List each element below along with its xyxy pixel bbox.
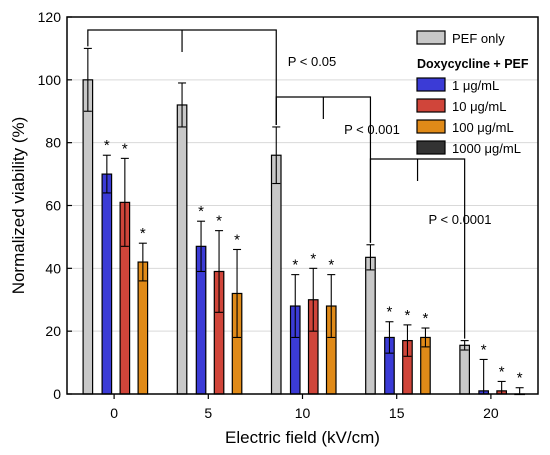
legend-group-title: Doxycycline + PEF — [417, 57, 529, 71]
y-tick-label: 120 — [38, 9, 62, 25]
legend-label: 1 μg/mL — [452, 78, 499, 93]
bar — [137, 261, 149, 395]
legend-label: 100 μg/mL — [452, 120, 514, 135]
significance-asterisk: * — [216, 213, 222, 230]
significance-asterisk: * — [481, 341, 487, 358]
legend-swatch — [416, 119, 446, 134]
legend-label: PEF only — [452, 31, 505, 46]
significance-brackets: P < 0.05 P < 0.001 P < 0.0001 — [87, 29, 492, 339]
legend-swatch — [416, 98, 446, 113]
legend-label: 10 μg/mL — [452, 99, 506, 114]
legend-swatch — [416, 77, 446, 92]
legend-swatch — [416, 30, 446, 45]
bar-series: * * * * * * * * * * * * * * * — [82, 47, 526, 396]
significance-asterisk: * — [310, 250, 316, 267]
x-tick-label: 10 — [295, 405, 311, 421]
bar — [176, 104, 188, 395]
x-tick-label: 15 — [389, 405, 405, 421]
significance-asterisk: * — [292, 257, 298, 274]
bar — [270, 154, 282, 395]
y-tick-label: 0 — [53, 386, 61, 402]
legend: PEF only Doxycycline + PEF 1 μg/mL 10 μg/mL… — [416, 30, 529, 156]
significance-asterisk: * — [423, 310, 429, 327]
legend-label: 1000 μg/mL — [452, 141, 521, 156]
y-tick-label: 40 — [45, 260, 61, 276]
p-value-label: P < 0.0001 — [428, 212, 491, 227]
significance-asterisk: * — [517, 370, 523, 387]
y-tick-label: 80 — [45, 135, 61, 151]
significance-asterisk: * — [328, 257, 334, 274]
significance-asterisk: * — [122, 140, 128, 157]
bar — [459, 344, 470, 395]
bar — [365, 256, 376, 395]
significance-asterisk: * — [234, 231, 240, 248]
x-tick-label: 5 — [204, 405, 212, 421]
y-axis-label: Normalized viability (%) — [9, 117, 28, 295]
significance-asterisk: * — [387, 304, 393, 321]
significance-asterisk: * — [499, 363, 505, 380]
significance-asterisk: * — [198, 203, 204, 220]
bracket-line — [369, 158, 466, 339]
y-tick-label: 20 — [45, 323, 61, 339]
bar — [101, 173, 113, 395]
x-tick-label: 20 — [483, 405, 499, 421]
p-value-label: P < 0.001 — [344, 122, 400, 137]
y-tick-label: 60 — [45, 198, 61, 214]
p-value-label: P < 0.05 — [288, 54, 337, 69]
x-tick-label: 0 — [110, 405, 118, 421]
significance-asterisk: * — [140, 225, 146, 242]
y-axis: 0 20 40 60 80 100 120 — [38, 9, 72, 402]
significance-asterisk: * — [405, 307, 411, 324]
legend-swatch — [416, 140, 446, 155]
x-axis: 0 5 10 15 20 — [110, 394, 499, 421]
x-axis-label: Electric field (kV/cm) — [225, 428, 380, 447]
significance-asterisk: * — [104, 137, 110, 154]
bar — [82, 79, 94, 395]
y-tick-label: 100 — [38, 72, 62, 88]
